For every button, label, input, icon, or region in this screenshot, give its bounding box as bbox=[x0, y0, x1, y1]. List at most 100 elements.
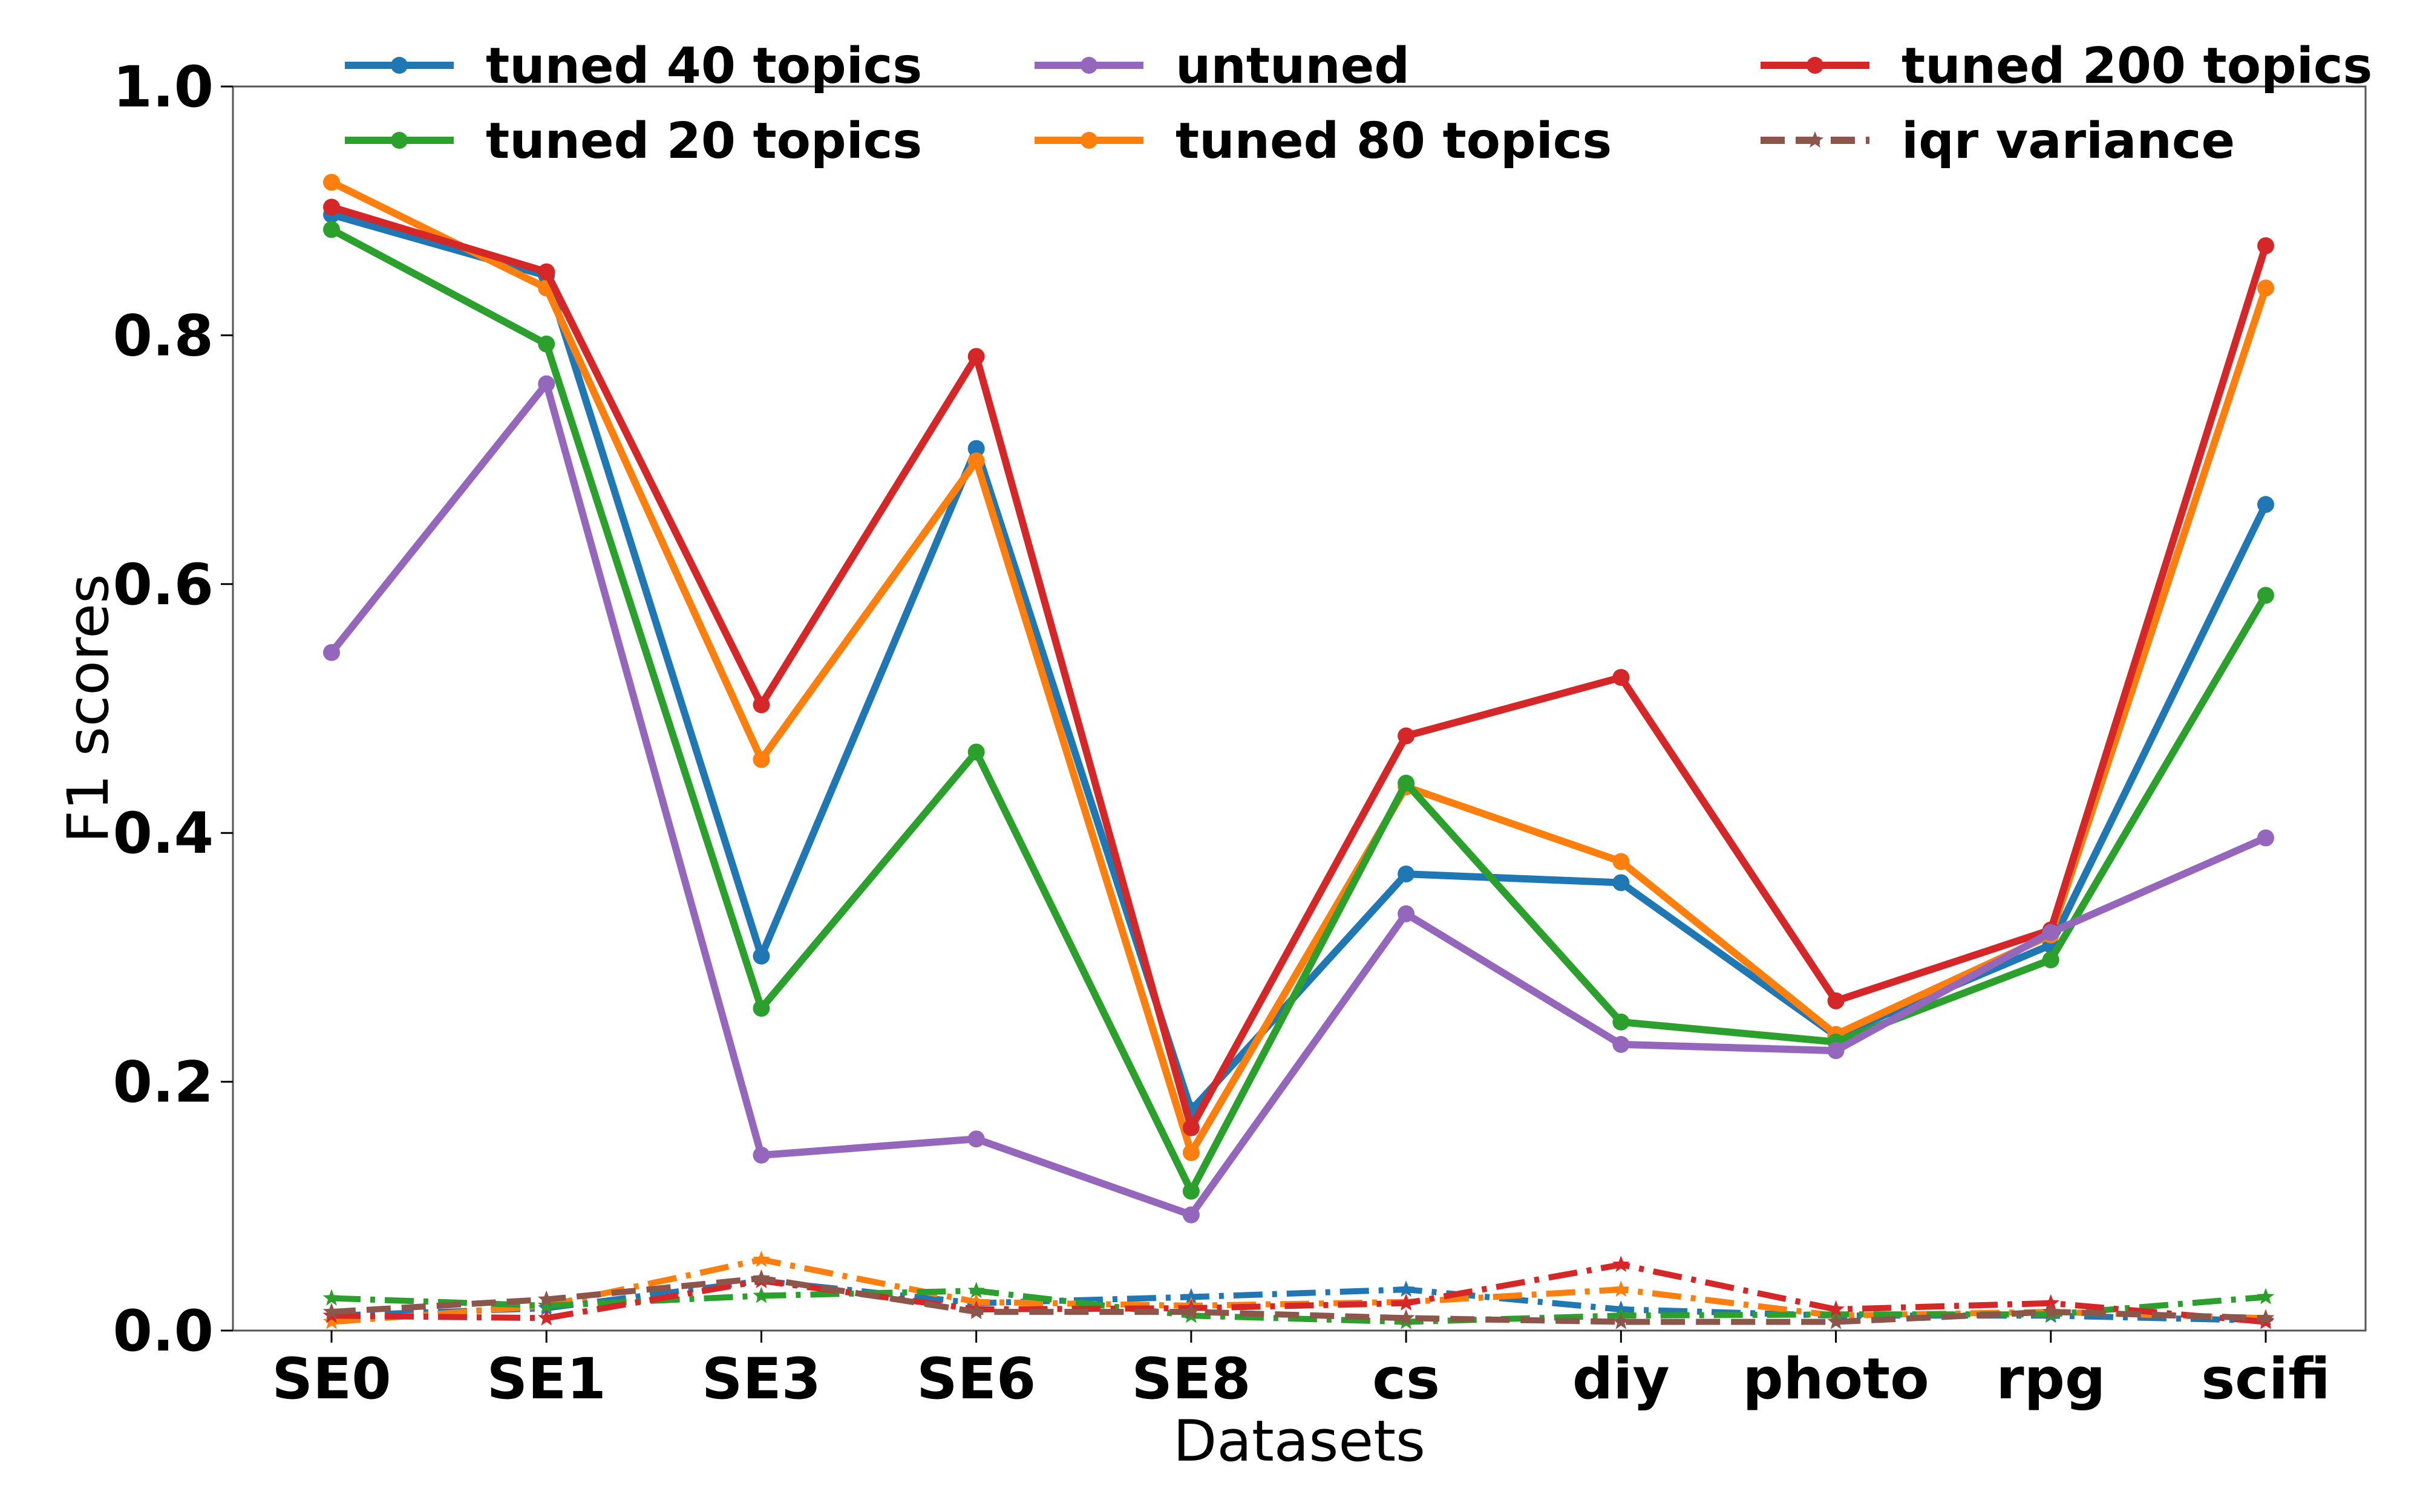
data-point bbox=[538, 1290, 555, 1307]
data-point bbox=[1827, 992, 1845, 1009]
data-point bbox=[753, 947, 770, 965]
data-point bbox=[1398, 727, 1415, 745]
legend-marker bbox=[1807, 57, 1823, 74]
x-tick-label-rpg: rpg bbox=[1996, 1346, 2105, 1412]
data-point bbox=[1612, 1280, 1630, 1297]
data-point bbox=[967, 1303, 985, 1320]
data-point bbox=[1398, 774, 1415, 792]
data-point bbox=[967, 1282, 985, 1299]
data-point bbox=[2257, 279, 2274, 297]
legend-entry: tuned 40 topics bbox=[345, 37, 922, 95]
x-tick-label-SE6: SE6 bbox=[917, 1346, 1036, 1412]
data-point bbox=[2257, 496, 2274, 513]
data-point bbox=[1612, 1013, 1630, 1031]
data-point bbox=[1397, 1309, 1415, 1326]
series-line bbox=[331, 1275, 2266, 1325]
data-point bbox=[1827, 1042, 1845, 1060]
data-point bbox=[323, 174, 340, 191]
data-point bbox=[2257, 829, 2274, 847]
data-point bbox=[2042, 1303, 2059, 1320]
series-line bbox=[330, 226, 2269, 1195]
data-point bbox=[967, 1130, 985, 1148]
data-point bbox=[753, 751, 770, 768]
data-point bbox=[1612, 1035, 1630, 1053]
y-tick-label: 1.0 bbox=[113, 54, 214, 120]
data-point bbox=[323, 644, 340, 661]
x-tick-label-SE0: SE0 bbox=[272, 1346, 391, 1412]
data-point bbox=[1182, 1303, 1200, 1320]
x-tick-label-SE1: SE1 bbox=[487, 1346, 606, 1412]
data-point bbox=[322, 1312, 341, 1329]
y-axis-label: F1 scores bbox=[56, 574, 122, 843]
data-point bbox=[2257, 237, 2274, 255]
data-point bbox=[1612, 853, 1630, 870]
series-line bbox=[329, 380, 2268, 1219]
legend-marker bbox=[391, 57, 408, 74]
data-point bbox=[1612, 1256, 1630, 1272]
legend-marker bbox=[391, 132, 408, 149]
data-point bbox=[1182, 1288, 1200, 1305]
data-point bbox=[2257, 1288, 2275, 1305]
x-tick-label-photo: photo bbox=[1742, 1346, 1929, 1412]
y-tick-label: 0.8 bbox=[113, 303, 214, 369]
series-tuned-20-topics bbox=[323, 221, 2274, 1200]
series-line bbox=[330, 179, 2269, 1156]
data-point bbox=[2257, 1309, 2275, 1326]
data-point bbox=[753, 1000, 770, 1017]
legend-label: tuned 20 topics bbox=[486, 112, 922, 170]
legend-label: iqr variance bbox=[1902, 112, 2235, 170]
data-point bbox=[1612, 1312, 1630, 1329]
plot-area bbox=[322, 174, 2275, 1329]
y-tick-label: 0.0 bbox=[113, 1299, 214, 1364]
x-tick-label-SE8: SE8 bbox=[1131, 1346, 1251, 1412]
legend: tuned 40 topics tuned 20 topics untuned tun… bbox=[345, 37, 2372, 170]
data-point bbox=[1827, 1300, 1845, 1317]
y-tick-label: 0.2 bbox=[113, 1050, 214, 1116]
data-point bbox=[323, 198, 340, 216]
data-point bbox=[1182, 1144, 1200, 1161]
axes: 0.0 0.2 0.4 0.6 0.8 1.0 SE0 SE1 SE3 SE6 SE8 cs diy ph… bbox=[113, 54, 2330, 1412]
legend-entry: tuned 20 topics bbox=[345, 112, 922, 170]
series-tuned-80-topics bbox=[323, 174, 2274, 1161]
legend-label: untuned bbox=[1176, 37, 1410, 95]
legend-marker bbox=[1806, 131, 1824, 148]
data-point bbox=[322, 1303, 341, 1320]
x-tick-label-cs: cs bbox=[1372, 1346, 1440, 1412]
data-point bbox=[1398, 865, 1415, 883]
data-point bbox=[753, 1286, 770, 1303]
data-point bbox=[1397, 1294, 1415, 1311]
data-point bbox=[538, 1296, 555, 1313]
data-point bbox=[967, 348, 985, 365]
data-point bbox=[2042, 924, 2059, 941]
data-point bbox=[753, 696, 770, 714]
data-point bbox=[323, 221, 340, 238]
series-line bbox=[330, 203, 2269, 1132]
data-point bbox=[753, 1250, 770, 1267]
data-point bbox=[967, 440, 985, 457]
data-point bbox=[753, 1146, 770, 1164]
data-point bbox=[1182, 1119, 1200, 1136]
data-point bbox=[1397, 1280, 1415, 1297]
data-point bbox=[967, 452, 985, 470]
plot-frame bbox=[232, 85, 2367, 1332]
legend-entry: tuned 80 topics bbox=[1035, 112, 1612, 170]
data-point bbox=[538, 263, 555, 281]
legend-marker bbox=[1081, 132, 1097, 149]
legend-entry: untuned bbox=[1035, 37, 1410, 95]
x-axis-label: Datasets bbox=[1173, 1409, 1425, 1475]
data-point bbox=[2042, 951, 2059, 969]
series-untuned bbox=[323, 375, 2274, 1224]
y-tick-label: 0.4 bbox=[113, 801, 214, 867]
data-point bbox=[1398, 905, 1415, 922]
x-tick-label-scifi: scifi bbox=[2201, 1346, 2330, 1412]
data-point bbox=[2042, 1294, 2059, 1311]
series-iqr-variance bbox=[322, 1269, 2275, 1329]
y-tick-label: 0.6 bbox=[113, 552, 214, 618]
series-line bbox=[331, 1262, 2266, 1325]
data-point bbox=[538, 1309, 555, 1326]
legend-label: tuned 40 topics bbox=[486, 37, 922, 95]
data-point bbox=[1827, 1312, 1845, 1329]
legend-entry: tuned 200 topics bbox=[1761, 37, 2372, 95]
data-point bbox=[753, 1269, 770, 1286]
